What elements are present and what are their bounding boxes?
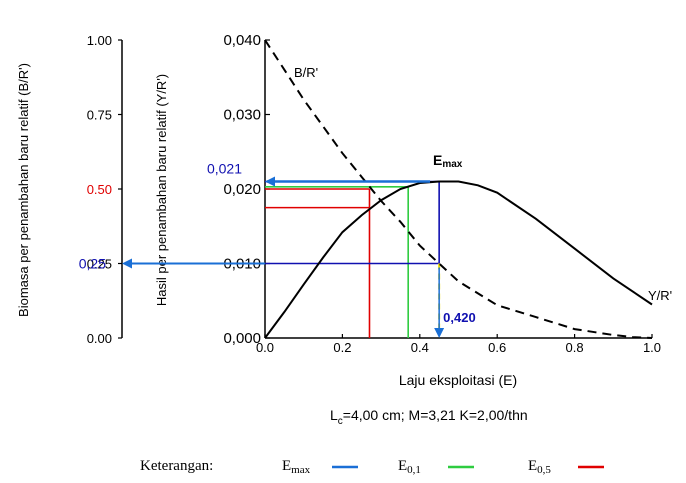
emax-label-main: E bbox=[433, 152, 442, 168]
x-tick-label: 1.0 bbox=[643, 340, 661, 355]
yr-value-label: 0,021 bbox=[207, 161, 242, 177]
legend-label-main: E bbox=[398, 458, 407, 474]
legend-label: E0,5 bbox=[528, 458, 551, 476]
br-value-label: 0,25 bbox=[79, 256, 106, 272]
br-series-label: B/R' bbox=[294, 65, 318, 80]
emax-label: Emax bbox=[433, 152, 463, 170]
right-tick-label: 0,030 bbox=[223, 107, 261, 124]
legend-label: Emax bbox=[282, 458, 311, 476]
legend-label-sub: max bbox=[291, 464, 310, 476]
right-tick-label: 0,040 bbox=[223, 32, 261, 49]
right-tick-label: 0,000 bbox=[223, 330, 261, 347]
legend-label-sub: 0,1 bbox=[407, 464, 421, 476]
left-tick-label: 0.75 bbox=[87, 108, 112, 123]
subtitle-sub: c bbox=[338, 416, 343, 427]
subtitle-rest: =4,00 cm; M=3,21 K=2,00/thn bbox=[343, 407, 528, 423]
left-tick-label: 1.00 bbox=[87, 33, 112, 48]
yr-curve bbox=[264, 180, 653, 339]
subtitle-prefix: L bbox=[330, 407, 338, 423]
legend-label: E0,1 bbox=[398, 458, 421, 476]
x-tick-label: 0.4 bbox=[411, 340, 429, 355]
right-tick-label: 0,020 bbox=[223, 181, 261, 198]
x-axis-label: Laju eksploitasi (E) bbox=[399, 372, 517, 388]
x-tick-label: 0.0 bbox=[256, 340, 274, 355]
left-axis-label: Biomasa per penambahan baru relatif (B/R… bbox=[16, 63, 31, 317]
right-axis-label: Hasil per penambahan baru relatif (Y/R') bbox=[154, 74, 169, 306]
legend-label-main: E bbox=[528, 458, 537, 474]
left-tick-label: 0.50 bbox=[87, 182, 112, 197]
emax-label-sub: max bbox=[442, 159, 462, 170]
e-value-label: 0,420 bbox=[443, 310, 476, 325]
br-curve bbox=[264, 39, 653, 339]
left-tick-label: 0.25 bbox=[87, 257, 112, 272]
legend-label-sub: 0,5 bbox=[537, 464, 551, 476]
left-tick-label: 0.00 bbox=[87, 331, 112, 346]
legend-label-main: E bbox=[282, 458, 291, 474]
x-tick-label: 0.8 bbox=[566, 340, 584, 355]
legend-title: Keterangan: bbox=[140, 458, 213, 474]
subtitle: Lc=4,00 cm; M=3,21 K=2,00/thn bbox=[330, 407, 528, 427]
x-tick-label: 0.2 bbox=[333, 340, 351, 355]
yr-series-label: Y/R' bbox=[648, 288, 672, 303]
x-tick-label: 0.6 bbox=[488, 340, 506, 355]
